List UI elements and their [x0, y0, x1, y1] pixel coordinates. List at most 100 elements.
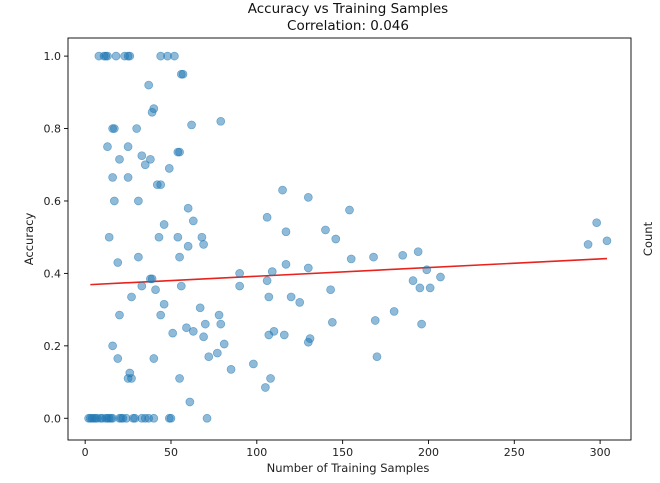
- data-point: [592, 218, 602, 228]
- y-tick-label: 0.2: [44, 340, 62, 353]
- data-point: [261, 383, 270, 392]
- x-tick-label: 50: [164, 446, 178, 459]
- data-point: [214, 310, 224, 320]
- data-point: [159, 220, 169, 229]
- data-point: [149, 413, 159, 423]
- data-point: [178, 69, 188, 79]
- data-point: [113, 258, 123, 267]
- data-point: [422, 265, 432, 275]
- data-point: [182, 323, 191, 333]
- data-point: [286, 292, 296, 302]
- data-point: [235, 281, 244, 291]
- data-point: [204, 352, 214, 362]
- data-point: [146, 154, 155, 164]
- data-point: [175, 374, 184, 383]
- data-point: [216, 116, 226, 126]
- data-point: [369, 252, 378, 262]
- data-point: [123, 142, 133, 151]
- data-point: [137, 151, 147, 161]
- data-point: [127, 374, 136, 383]
- y-tick-label: 1.0: [44, 50, 62, 63]
- data-point: [278, 185, 287, 195]
- y-axis-label: Accuracy: [22, 213, 36, 266]
- data-point: [264, 292, 274, 302]
- data-point: [398, 250, 408, 260]
- y-tick-label: 0.8: [44, 123, 62, 136]
- trend-line-group: [90, 257, 608, 286]
- data-point: [187, 120, 196, 130]
- data-point: [345, 205, 354, 215]
- y-tick-label: 0.4: [44, 267, 62, 280]
- x-axis-label: Number of Training Samples: [267, 461, 430, 475]
- data-point: [134, 252, 143, 262]
- data-point: [331, 234, 341, 244]
- plot-area: [67, 37, 632, 441]
- data-point: [115, 310, 124, 320]
- data-point: [176, 281, 186, 291]
- data-point: [413, 247, 423, 257]
- data-point: [602, 236, 612, 246]
- data-point: [156, 180, 166, 190]
- data-point: [127, 292, 136, 302]
- data-point: [104, 232, 114, 242]
- data-point: [173, 232, 183, 242]
- data-point: [188, 327, 198, 336]
- x-tick-label: 100: [246, 446, 267, 459]
- data-point: [108, 173, 117, 182]
- data-point: [103, 142, 112, 151]
- data-point: [267, 267, 277, 276]
- y-axis: 0.0 0.2 0.4 0.6 0.8 1.0: [44, 50, 68, 425]
- data-point: [175, 252, 184, 262]
- y-tick-label: 0.0: [44, 412, 62, 425]
- data-point: [199, 240, 208, 249]
- data-point: [111, 51, 121, 61]
- data-point: [156, 310, 166, 320]
- x-tick-label: 300: [590, 446, 611, 459]
- count-side-label: Count: [641, 221, 655, 256]
- data-point: [199, 332, 208, 342]
- trend-line: [90, 257, 608, 286]
- x-axis: 0 50 100 150 200 250 300: [82, 440, 611, 459]
- data-point: [327, 317, 337, 327]
- data-point: [295, 298, 305, 307]
- data-point: [415, 283, 425, 293]
- data-point: [219, 339, 229, 349]
- x-tick-label: 250: [504, 446, 525, 459]
- data-point: [188, 216, 198, 226]
- data-point: [583, 240, 593, 249]
- x-tick-label: 150: [332, 446, 353, 459]
- chart-title: Accuracy vs Training Samples: [248, 1, 448, 17]
- data-point: [125, 51, 135, 61]
- data-point: [235, 269, 244, 278]
- data-point: [346, 254, 356, 264]
- data-point: [144, 80, 154, 90]
- data-point: [185, 397, 195, 407]
- data-point: [281, 260, 291, 269]
- data-point: [132, 124, 142, 133]
- data-point: [109, 124, 119, 133]
- data-point: [154, 232, 164, 242]
- data-point: [168, 328, 178, 338]
- data-point: [389, 307, 399, 316]
- data-point: [372, 352, 382, 362]
- data-point: [175, 147, 184, 157]
- data-point: [425, 283, 435, 293]
- data-point: [103, 51, 112, 61]
- data-point: [134, 196, 143, 206]
- data-point: [164, 164, 174, 173]
- data-point: [303, 263, 313, 273]
- data-point: [249, 359, 258, 369]
- data-point: [140, 160, 150, 170]
- data-point: [123, 173, 133, 182]
- data-point: [326, 285, 335, 295]
- data-point: [202, 413, 212, 423]
- data-point: [166, 413, 176, 423]
- data-point: [279, 330, 289, 340]
- data-point: [305, 334, 315, 343]
- data-point: [137, 281, 147, 291]
- chart-subtitle: Correlation: 0.046: [287, 18, 409, 34]
- data-point: [212, 348, 222, 358]
- data-point: [147, 274, 157, 284]
- data-point: [151, 285, 160, 295]
